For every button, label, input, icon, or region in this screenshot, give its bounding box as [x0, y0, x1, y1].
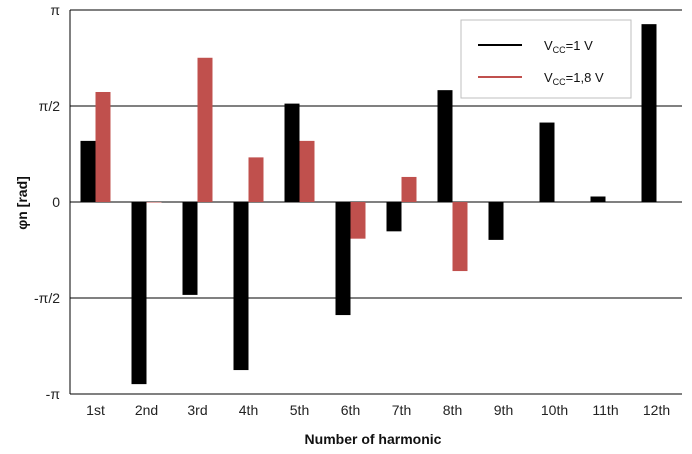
bar-series-1 — [590, 196, 606, 202]
bar-series-1 — [80, 140, 96, 202]
y-tick-label: π — [50, 2, 60, 18]
bar-series-2 — [248, 157, 264, 202]
legend-box — [460, 19, 632, 99]
bar-series-1 — [335, 202, 351, 316]
bar-series-2 — [401, 176, 417, 202]
bar-series-1 — [641, 24, 657, 203]
x-tick-label: 1st — [86, 402, 105, 418]
x-axis-title: Number of harmonic — [305, 431, 442, 447]
y-tick-label: π/2 — [39, 98, 61, 114]
x-tick-label: 6th — [341, 402, 360, 418]
axes — [69, 10, 682, 395]
x-tick-label: 10th — [541, 402, 568, 418]
bar-series-2 — [350, 202, 366, 239]
x-tick-label: 4th — [239, 402, 258, 418]
bar-series-1 — [386, 202, 402, 232]
legend-label: VCC=1,8 V — [544, 70, 604, 87]
bar-series-1 — [539, 122, 555, 202]
legend-label: VCC=1 V — [544, 38, 593, 55]
bar-series-1 — [284, 103, 300, 202]
bar-series-1 — [488, 202, 504, 240]
x-tick-label: 7th — [392, 402, 411, 418]
legend: VCC=1 V VCC=1,8 V — [460, 19, 632, 99]
bar-series-2 — [146, 202, 162, 203]
y-tick-label: -π — [46, 386, 61, 402]
bar-series-2 — [299, 140, 315, 202]
bar-series-1 — [437, 90, 453, 202]
bar-series-1 — [182, 202, 198, 295]
y-tick-label: 0 — [52, 194, 60, 210]
x-tick-label: 12th — [643, 402, 670, 418]
x-tick-labels: 1st 2nd 3rd 4th 5th 6th 7th 8th 9th 10th 11th 12th — [86, 402, 670, 418]
bar-series-2 — [95, 91, 111, 202]
bars — [80, 24, 657, 385]
bar-series-2 — [452, 202, 468, 272]
x-tick-label: 3rd — [187, 402, 207, 418]
x-tick-label: 5th — [290, 402, 309, 418]
y-tick-label: -π/2 — [34, 290, 60, 306]
y-axis-title: φn [rad] — [14, 176, 30, 230]
x-tick-label: 8th — [443, 402, 462, 418]
bar-series-1 — [131, 202, 147, 385]
bar-series-2 — [197, 57, 213, 202]
bar-series-1 — [233, 202, 249, 371]
x-tick-label: 9th — [494, 402, 513, 418]
x-tick-label: 11th — [592, 402, 618, 418]
y-tick-labels: -π -π/2 0 π/2 π — [34, 2, 60, 402]
x-tick-label: 2nd — [135, 402, 158, 418]
